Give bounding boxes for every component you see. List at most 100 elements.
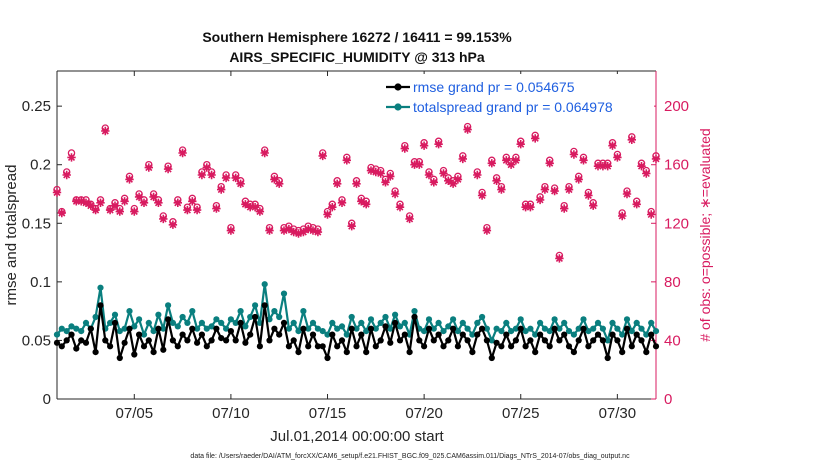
totalspread-point [68, 323, 75, 330]
evaluated-obs-marker [506, 160, 516, 169]
totalspread-point [314, 325, 321, 332]
totalspread-point [145, 319, 152, 326]
rmse-point [363, 349, 370, 356]
totalspread-point [63, 328, 70, 335]
evaluated-obs-marker [627, 135, 636, 144]
rmse-point [633, 331, 640, 338]
totalspread-point [53, 331, 61, 338]
totalspread-point [585, 328, 592, 335]
rmse-point [213, 325, 220, 332]
evaluated-obs-marker [188, 197, 197, 206]
rmse-point [73, 345, 80, 352]
evaluated-obs-marker [535, 195, 545, 205]
totalspread-point [150, 328, 157, 335]
evaluated-obs-marker [72, 197, 81, 206]
totalspread-point [358, 319, 365, 326]
totalspread-point [58, 325, 65, 332]
rmse-point [401, 331, 408, 338]
rmse-point [58, 343, 65, 350]
rmse-point [604, 354, 611, 362]
evaluated-obs-marker [221, 173, 231, 183]
totalspread-point [300, 308, 307, 315]
totalspread-point [194, 325, 201, 332]
evaluated-obs-marker [584, 191, 593, 200]
totalspread-point [131, 323, 138, 330]
evaluated-obs-marker [352, 179, 361, 188]
evaluated-obs-marker [178, 148, 187, 158]
totalspread-point [546, 328, 553, 335]
totalspread-point [363, 328, 370, 335]
rmse-point [565, 343, 573, 350]
evaluated-obs-marker [386, 172, 395, 181]
totalspread-point [348, 313, 355, 321]
series-rmse [53, 302, 660, 362]
totalspread-point [179, 313, 186, 321]
totalspread-point [551, 316, 558, 323]
evaluated-obs-marker [163, 164, 173, 174]
totalspread-point [223, 325, 230, 332]
evaluated-obs-marker [110, 201, 120, 210]
rmse-point [479, 325, 486, 332]
evaluated-obs-marker [371, 167, 380, 177]
totalspread-point [160, 325, 167, 332]
totalspread-point [565, 328, 573, 335]
totalspread-point [493, 325, 500, 332]
evaluated-obs-marker [482, 226, 492, 235]
totalspread-point [174, 323, 181, 330]
rmse-point [590, 337, 597, 344]
evaluated-obs-marker [294, 229, 303, 238]
rmse-point [392, 319, 399, 326]
rmse-point [121, 339, 128, 346]
evaluated-obs-marker [236, 179, 245, 188]
totalspread-point [609, 319, 616, 326]
totalspread-point [425, 316, 433, 323]
evaluated-obs-marker [318, 151, 327, 161]
evaluated-obs-marker [217, 185, 226, 194]
evaluated-obs-marker [516, 140, 525, 149]
evaluated-obs-marker [642, 169, 651, 178]
rmse-point [116, 354, 123, 362]
rmse-point [314, 343, 321, 350]
totalspread-point [619, 331, 626, 338]
evaluated-obs-marker [453, 175, 463, 184]
totalspread-point [483, 325, 490, 332]
rmse-point [280, 319, 288, 326]
rmse-point [546, 343, 553, 350]
evaluated-obs-marker [598, 162, 608, 171]
evaluated-obs-marker [424, 170, 434, 180]
totalspread-point [324, 331, 331, 338]
rmse-point [570, 349, 578, 356]
rmse-point [150, 349, 157, 356]
totalspread-point [430, 325, 437, 332]
rmse-point [145, 337, 152, 344]
y2-tick-label: 0 [664, 391, 672, 408]
evaluated-obs-marker [81, 198, 91, 207]
rmse-point [512, 337, 520, 344]
plot-area [57, 71, 656, 399]
rmse-point [256, 343, 263, 350]
totalspread-point [242, 323, 249, 330]
totalspread-point [247, 313, 254, 321]
evaluated-obs-marker [144, 163, 153, 172]
totalspread-point [604, 337, 611, 344]
rmse-point [556, 337, 563, 344]
rmse-point [585, 343, 592, 350]
evaluated-obs-marker [613, 153, 622, 162]
y-tick-label: 0 [43, 391, 51, 408]
totalspread-point [290, 319, 297, 326]
x-tick-label: 07/25 [502, 405, 540, 422]
legend-rmse-label: rmse grand pr = 0.054675 [413, 79, 575, 95]
rmse-point [421, 343, 428, 350]
rmse-point [628, 343, 635, 350]
rmse-point [353, 343, 360, 350]
rmse-point [454, 343, 461, 350]
evaluated-obs-marker [381, 178, 390, 187]
x-ticks: 07/05 07/10 07/15 07/20 07/25 07/30 [116, 71, 636, 422]
rmse-point [92, 349, 99, 356]
y2-ticks: 0 40 80 120 160 200 [651, 98, 689, 408]
evaluated-obs-marker [202, 163, 211, 172]
rmse-point [227, 328, 234, 335]
rmse-point [126, 325, 133, 332]
evaluated-obs-marker [362, 200, 371, 209]
rmse-point [276, 331, 283, 338]
